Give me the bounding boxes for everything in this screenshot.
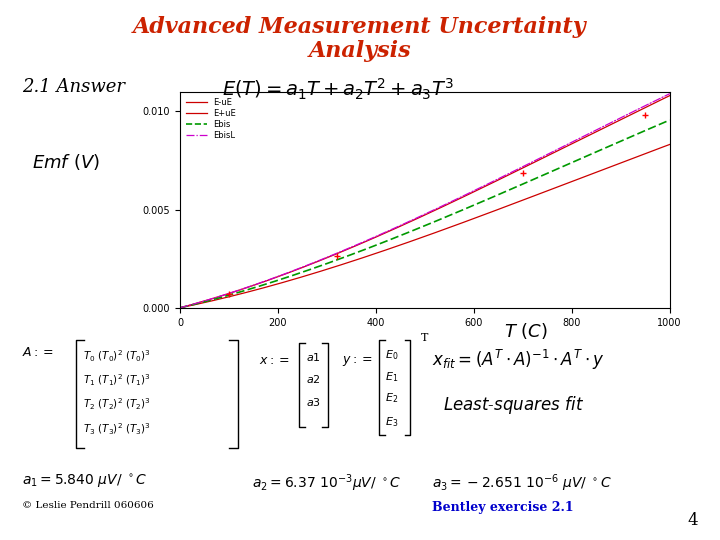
Text: $a2$: $a2$ <box>306 373 321 384</box>
Text: Bentley exercise 2.1: Bentley exercise 2.1 <box>432 501 574 514</box>
Text: $T_3\ (T_3)^2\ (T_3)^3$: $T_3\ (T_3)^2\ (T_3)^3$ <box>83 421 150 437</box>
Text: $a3$: $a3$ <box>306 396 321 408</box>
Text: $a1$: $a1$ <box>306 351 321 363</box>
Legend: E-uE, E+uE, Ebis, EbisL: E-uE, E+uE, Ebis, EbisL <box>184 96 238 141</box>
Text: Advanced Measurement Uncertainty: Advanced Measurement Uncertainty <box>133 16 587 38</box>
Text: $E_0$: $E_0$ <box>385 348 399 362</box>
Text: $E(T) = a_1 T + a_2 T^2 + a_3 T^3$: $E(T) = a_1 T + a_2 T^2 + a_3 T^3$ <box>222 77 454 102</box>
Text: 4: 4 <box>688 512 698 529</box>
Text: $A :=$: $A :=$ <box>22 346 53 359</box>
Text: $E_3$: $E_3$ <box>385 415 398 429</box>
Text: $a_2 = 6.37\ 10^{-3} \mu V/\ ^\circ C$: $a_2 = 6.37\ 10^{-3} \mu V/\ ^\circ C$ <box>252 472 402 494</box>
Text: $a_3 = -2.651\ 10^{-6}\ \mu V/\ ^\circ C$: $a_3 = -2.651\ 10^{-6}\ \mu V/\ ^\circ C… <box>432 472 612 494</box>
Text: $y :=$: $y :=$ <box>342 354 372 368</box>
Text: Analysis: Analysis <box>309 40 411 63</box>
Text: $T_1\ (T_1)^2\ (T_1)^3$: $T_1\ (T_1)^2\ (T_1)^3$ <box>83 373 150 388</box>
Text: $x_{fit} = \left(A^T \cdot A\right)^{-1} \cdot A^T \cdot y$: $x_{fit} = \left(A^T \cdot A\right)^{-1}… <box>432 348 605 373</box>
Text: $E_2$: $E_2$ <box>385 392 398 406</box>
Text: $Emf\ (V)$: $Emf\ (V)$ <box>32 152 100 172</box>
Text: © Leslie Pendrill 060606: © Leslie Pendrill 060606 <box>22 501 153 510</box>
Text: $T_0\ (T_0)^2\ (T_0)^3$: $T_0\ (T_0)^2\ (T_0)^3$ <box>83 348 150 364</box>
Text: $\mathit{Least}$-$\mathit{squares\ fit}$: $\mathit{Least}$-$\mathit{squares\ fit}$ <box>443 394 584 416</box>
Text: 2.1 Answer: 2.1 Answer <box>22 78 125 96</box>
Text: $x :=$: $x :=$ <box>259 354 289 367</box>
Text: $E_1$: $E_1$ <box>385 370 398 384</box>
Text: $T_2\ (T_2)^2\ (T_2)^3$: $T_2\ (T_2)^2\ (T_2)^3$ <box>83 397 150 413</box>
Text: $T\ (C)$: $T\ (C)$ <box>504 321 547 341</box>
Text: $a_1 = 5.840\ \mu V/\ ^\circ C$: $a_1 = 5.840\ \mu V/\ ^\circ C$ <box>22 472 147 490</box>
X-axis label: T: T <box>421 333 428 343</box>
